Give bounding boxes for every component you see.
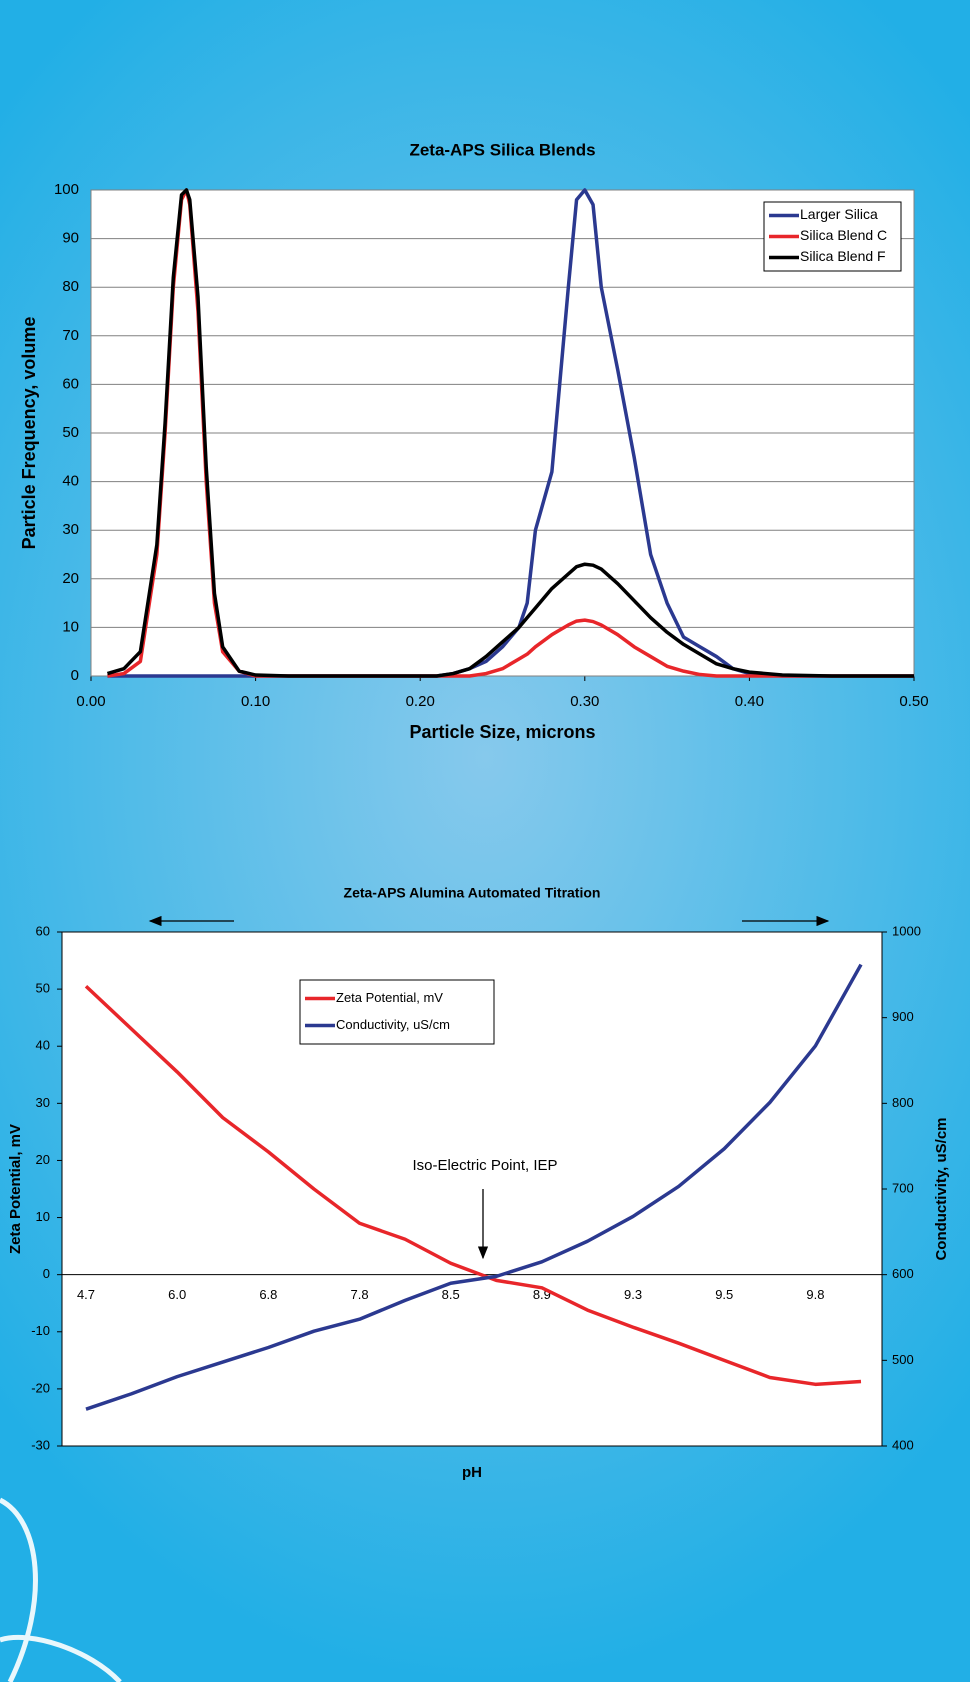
y2-tick-label: 500	[892, 1352, 914, 1367]
legend: Zeta Potential, mV Conductivity, uS/cm	[299, 979, 495, 1045]
x-tick-label: 6.0	[168, 1287, 186, 1302]
y-axis-label: Zeta Potential, mV	[7, 1124, 24, 1254]
y-tick-label: -10	[31, 1323, 50, 1338]
plot-frame	[90, 189, 915, 677]
chart: Zeta-APS Silica Blends 0 10 20 30 40 50 60 70 80 9…	[19, 140, 929, 741]
x-tick-label: 4.7	[77, 1287, 95, 1302]
x-tick-label: 9.3	[624, 1287, 642, 1302]
y-tick-label: 80	[62, 278, 79, 295]
y-tick-label: 70	[62, 327, 79, 344]
x-tick-label: 9.8	[806, 1287, 824, 1302]
annotation: Iso-Electric Point, IEP	[412, 1157, 557, 1174]
y-tick-label: 90	[62, 230, 79, 247]
y-tick-label: 40	[62, 473, 79, 490]
x-tick-label: 0.10	[241, 693, 270, 710]
x-tick-label: 7.8	[350, 1287, 368, 1302]
y-tick-label: 100	[54, 181, 79, 198]
series-line	[106, 188, 914, 678]
y2-tick-label: 800	[892, 1095, 914, 1110]
y-tick-label: 30	[36, 1095, 50, 1110]
legend-box	[299, 979, 495, 1045]
y2-tick-label: 900	[892, 1009, 914, 1024]
plot-frame	[61, 931, 883, 1447]
y-tick-label: 50	[36, 981, 50, 996]
swirl	[0, 1634, 122, 1682]
legend: Larger Silica Silica Blend C Silica Blend …	[763, 201, 902, 272]
legend-label: Silica Blend F	[800, 248, 886, 264]
y-tick-label: 0	[43, 1266, 50, 1281]
y-tick-label: 0	[71, 667, 79, 684]
x-axis-label: pH	[462, 1464, 482, 1481]
x-tick-label: 0.00	[76, 693, 105, 710]
x-tick-label: 0.50	[899, 693, 928, 710]
series-line	[85, 963, 863, 1411]
chart-title: Zeta-APS Alumina Automated Titration	[344, 885, 601, 901]
y-tick-label: -30	[31, 1437, 50, 1452]
y-tick-label: 20	[62, 570, 79, 587]
y-axis-label: Particle Frequency, volume	[19, 317, 39, 550]
y2-tick-label: 400	[892, 1437, 914, 1452]
y-tick-label: 20	[36, 1152, 50, 1167]
x-tick-label: 0.40	[735, 693, 764, 710]
x-tick-label: 0.20	[406, 693, 435, 710]
y-tick-label: 30	[62, 521, 79, 538]
y-tick-label: 60	[36, 923, 50, 938]
x-axis-label: Particle Size, microns	[409, 722, 595, 742]
legend-label: Conductivity, uS/cm	[336, 1017, 450, 1032]
swirl	[0, 1497, 38, 1682]
y2-tick-label: 600	[892, 1266, 914, 1281]
legend-label: Zeta Potential, mV	[336, 990, 443, 1005]
x-tick-label: 9.5	[715, 1287, 733, 1302]
x-tick-label: 0.30	[570, 693, 599, 710]
y-tick-label: 60	[62, 375, 79, 392]
decoration	[0, 1497, 122, 1682]
x-tick-label: 6.8	[259, 1287, 277, 1302]
y-tick-label: 10	[36, 1209, 50, 1224]
series-line	[107, 188, 914, 678]
chart: Zeta-APS Alumina Automated Titration -30 -…	[7, 885, 950, 1481]
y2-axis-label: Conductivity, uS/cm	[933, 1117, 950, 1260]
legend-label: Larger Silica	[800, 206, 878, 222]
y-tick-label: 10	[62, 618, 79, 635]
x-tick-label: 8.5	[442, 1287, 460, 1302]
series-line	[84, 984, 862, 1387]
y-tick-label: -20	[31, 1380, 50, 1395]
y2-tick-label: 700	[892, 1180, 914, 1195]
legend-label: Silica Blend C	[800, 227, 887, 243]
y-tick-label: 40	[36, 1038, 50, 1053]
y-tick-label: 50	[62, 424, 79, 441]
chart-title: Zeta-APS Silica Blends	[409, 140, 595, 159]
y2-tick-label: 1000	[892, 923, 921, 938]
